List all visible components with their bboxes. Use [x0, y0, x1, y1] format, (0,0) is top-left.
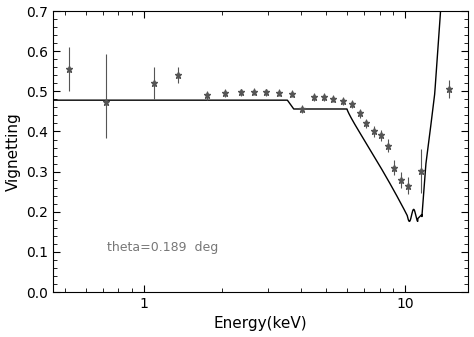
X-axis label: Energy(keV): Energy(keV) [214, 316, 308, 332]
Y-axis label: Vignetting: Vignetting [6, 112, 20, 191]
Text: theta=0.189  deg: theta=0.189 deg [107, 241, 218, 254]
